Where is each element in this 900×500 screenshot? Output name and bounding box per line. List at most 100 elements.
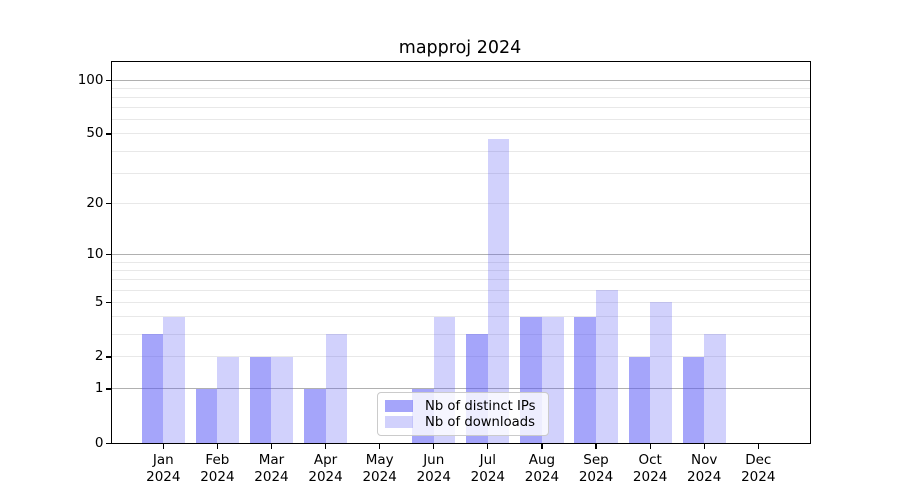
y-tick-label: 10 — [86, 246, 104, 263]
x-tick-mark — [757, 443, 759, 449]
x-tick-label: Aug 2024 — [512, 452, 572, 485]
x-tick-mark — [162, 443, 164, 449]
y-gridline-minor — [111, 269, 810, 271]
legend: Nb of distinct IPs Nb of downloads — [377, 392, 549, 436]
x-tick-year: 2024 — [741, 468, 776, 485]
y-gridline-minor — [111, 96, 810, 98]
y-tick-label: 0 — [94, 435, 104, 451]
x-tick-label: Feb 2024 — [187, 452, 247, 485]
bar-distinct-ips — [682, 356, 705, 444]
x-tick-mark — [379, 443, 381, 449]
x-tick-mark — [595, 443, 597, 449]
x-tick-mark — [703, 443, 705, 449]
x-tick-mark — [433, 443, 435, 449]
x-tick-year: 2024 — [524, 468, 560, 485]
y-tick-mark — [105, 79, 112, 81]
x-tick-year: 2024 — [200, 468, 235, 485]
legend-swatch-distinct-ips — [385, 400, 413, 412]
y-tick-mark — [105, 356, 112, 358]
x-tick-label: Nov 2024 — [674, 452, 734, 485]
bar-distinct-ips — [249, 356, 272, 444]
bar-downloads — [271, 356, 294, 444]
y-tick-label: 1 — [94, 380, 104, 397]
x-tick-month: Aug — [528, 452, 556, 468]
x-tick-month: Jul — [479, 452, 496, 468]
x-tick-month: Sep — [583, 452, 609, 468]
x-tick-month: Oct — [638, 452, 662, 468]
y-gridline-minor — [111, 107, 810, 109]
chart-title: mapproj 2024 — [398, 38, 522, 58]
bar-downloads — [650, 302, 672, 444]
y-tick-mark — [105, 388, 112, 390]
y-gridline-major — [111, 254, 810, 256]
x-tick-label: Mar 2024 — [241, 452, 301, 485]
x-tick-month: Jun — [423, 452, 445, 468]
x-tick-month: May — [365, 452, 394, 468]
x-tick-label: Apr 2024 — [296, 452, 356, 485]
y-tick-label: 20 — [86, 195, 104, 212]
y-tick-label: 100 — [77, 71, 104, 88]
x-tick-mark — [270, 443, 273, 449]
bar-downloads — [325, 334, 348, 444]
x-tick-mark — [324, 443, 327, 449]
x-tick-mark — [487, 443, 489, 449]
x-tick-label: Sep 2024 — [566, 452, 626, 485]
x-tick-year: 2024 — [308, 468, 343, 485]
bar-downloads — [163, 316, 185, 444]
y-gridline-minor — [111, 279, 810, 281]
x-tick-year: 2024 — [470, 468, 505, 485]
bar-distinct-ips — [195, 388, 218, 444]
x-tick-year: 2024 — [578, 468, 614, 485]
y-gridline-minor — [111, 289, 810, 291]
y-tick-mark — [105, 301, 112, 303]
bar-downloads — [217, 356, 239, 444]
x-tick-mark — [649, 443, 651, 449]
y-gridline-minor — [111, 316, 810, 318]
x-tick-month: Dec — [745, 452, 772, 468]
bar-distinct-ips — [141, 334, 164, 444]
x-tick-year: 2024 — [632, 468, 668, 485]
y-tick-label: 50 — [86, 125, 104, 142]
legend-swatch-downloads — [385, 416, 413, 428]
x-tick-month: Apr — [313, 452, 338, 468]
legend-row: Nb of distinct IPs — [385, 398, 540, 414]
y-gridline-major — [111, 79, 810, 81]
x-tick-month: Nov — [691, 452, 718, 468]
x-tick-label: Oct 2024 — [620, 452, 680, 485]
y-tick-mark — [105, 254, 112, 256]
y-gridline-minor — [111, 87, 810, 89]
x-tick-label: Jan 2024 — [133, 452, 193, 485]
y-tick-label: 5 — [94, 293, 104, 310]
bar-distinct-ips — [628, 356, 651, 444]
y-gridline-minor — [111, 133, 810, 135]
y-gridline-minor — [111, 301, 810, 303]
x-tick-mark — [216, 443, 218, 449]
bar-distinct-ips — [574, 316, 596, 444]
x-tick-year: 2024 — [416, 468, 451, 485]
legend-label: Nb of distinct IPs — [425, 398, 536, 414]
x-tick-label: Jul 2024 — [458, 452, 518, 485]
bar-distinct-ips — [303, 388, 326, 444]
y-gridline-minor — [111, 172, 810, 174]
x-tick-month: Jan — [152, 452, 174, 468]
y-tick-label: 2 — [94, 348, 104, 365]
y-tick-mark — [105, 442, 112, 445]
y-gridline-minor — [111, 150, 810, 152]
x-tick-year: 2024 — [254, 468, 289, 485]
y-tick-mark — [105, 203, 112, 205]
x-tick-month: Feb — [205, 452, 230, 468]
x-tick-label: Dec 2024 — [728, 452, 788, 485]
x-tick-year: 2024 — [146, 468, 181, 485]
x-tick-mark — [541, 443, 543, 449]
x-tick-year: 2024 — [687, 468, 722, 485]
x-tick-label: May 2024 — [350, 452, 410, 485]
y-tick-mark — [105, 133, 112, 135]
x-tick-year: 2024 — [362, 468, 397, 485]
y-gridline-minor — [111, 203, 810, 205]
legend-row: Nb of downloads — [385, 414, 540, 430]
x-tick-label: Jun 2024 — [404, 452, 464, 485]
bar-downloads — [487, 138, 510, 444]
x-tick-month: Mar — [258, 452, 285, 468]
y-gridline-minor — [111, 261, 810, 263]
